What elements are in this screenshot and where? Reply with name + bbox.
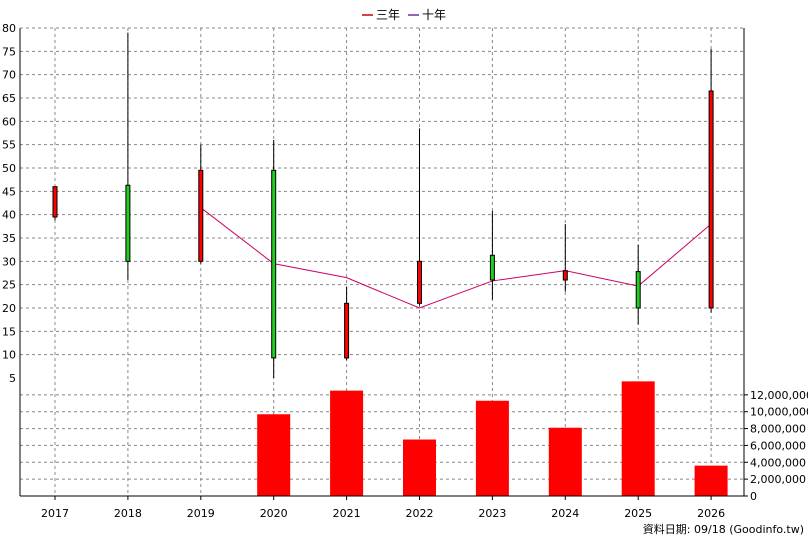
legend-label-ten-year: 十年	[422, 8, 446, 22]
price-tick-label: 10	[2, 349, 16, 362]
volume-bar	[257, 414, 291, 496]
price-tick-label: 50	[2, 162, 16, 175]
volume-bar	[330, 390, 364, 496]
x-tick-label: 2026	[697, 507, 725, 520]
candle-body	[635, 271, 641, 309]
x-tick-label: 2022	[406, 507, 434, 520]
volume-tick-label: 2,000,000	[750, 473, 806, 486]
price-tick-label: 25	[2, 279, 16, 292]
volume-tick-label: 8,000,000	[750, 423, 806, 436]
x-tick-label: 2018	[114, 507, 142, 520]
price-tick-label: 45	[2, 185, 16, 198]
volume-bars	[257, 381, 728, 496]
x-tick-label: 2019	[187, 507, 215, 520]
average-price-line	[200, 207, 712, 309]
legend-label-three-year: 三年	[376, 8, 400, 22]
price-tick-label: 20	[2, 302, 16, 315]
candle-body	[125, 184, 131, 262]
price-tick-label: 15	[2, 325, 16, 338]
candle-body	[344, 302, 350, 359]
price-tick-label: 60	[2, 115, 16, 128]
tick-labels: 510152025303540455055606570758002,000,00…	[2, 22, 808, 520]
volume-bar	[621, 381, 655, 496]
volume-tick-label: 6,000,000	[750, 439, 806, 452]
footer-source: 資料日期: 09/18 (Goodinfo.tw)	[643, 522, 804, 536]
x-tick-label: 2017	[41, 507, 69, 520]
price-tick-label: 40	[2, 209, 16, 222]
volume-bar	[475, 400, 509, 496]
x-tick-label: 2025	[624, 507, 652, 520]
x-tick-label: 2020	[260, 507, 288, 520]
volume-tick-label: 0	[750, 490, 757, 503]
volume-tick-label: 10,000,000	[750, 406, 808, 419]
candle-body	[271, 169, 277, 359]
price-tick-label: 75	[2, 45, 16, 58]
price-tick-label: 35	[2, 232, 16, 245]
candle-body	[708, 90, 714, 309]
volume-bar	[694, 465, 728, 496]
axes	[19, 27, 748, 500]
candle-body	[198, 169, 204, 262]
x-tick-label: 2024	[551, 507, 579, 520]
candle-body	[562, 270, 568, 281]
price-tick-label: 70	[2, 69, 16, 82]
volume-tick-label: 4,000,000	[750, 456, 806, 469]
candlesticks	[52, 32, 714, 378]
candle-body	[489, 254, 495, 281]
x-tick-label: 2021	[333, 507, 361, 520]
price-tick-label: 5	[9, 372, 16, 385]
price-tick-label: 65	[2, 92, 16, 105]
volume-bar	[403, 439, 436, 496]
candle-body	[417, 260, 422, 304]
volume-tick-label: 12,000,000	[750, 389, 808, 402]
legend: 三年 十年	[362, 8, 446, 22]
average-line	[200, 207, 712, 309]
volume-bar	[548, 427, 582, 496]
price-tick-label: 80	[2, 22, 16, 35]
candle-body	[52, 186, 58, 218]
x-tick-label: 2023	[478, 507, 506, 520]
price-tick-label: 55	[2, 139, 16, 152]
price-tick-label: 30	[2, 255, 16, 268]
